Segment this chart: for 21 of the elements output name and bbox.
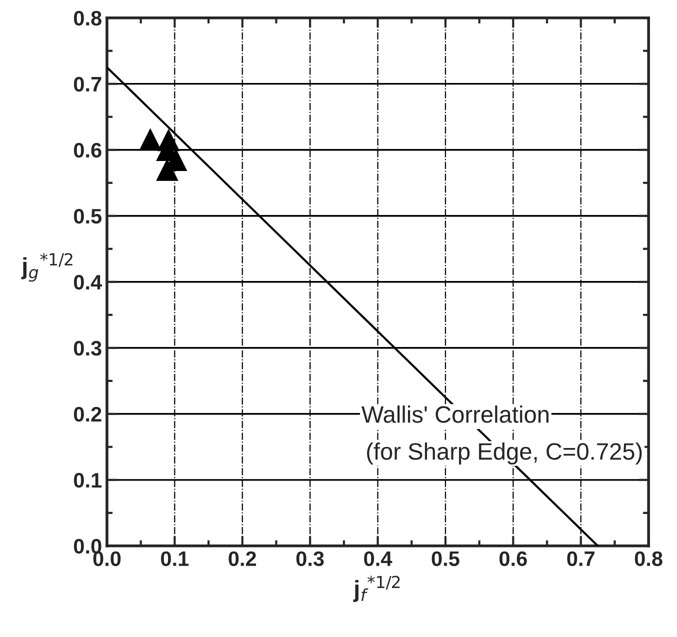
y-tick-label: 0.5 <box>74 208 102 224</box>
point <box>139 128 162 150</box>
x-tick-label: 0.2 <box>228 551 256 566</box>
y-tick-label: 0.6 <box>74 142 102 158</box>
x-tick-label: 0.3 <box>296 551 324 566</box>
x-tick-label: 0.1 <box>161 551 189 566</box>
x-tick-label: 0.7 <box>567 551 594 566</box>
y-tick-label: 0.7 <box>74 76 102 92</box>
x-tick-label: 0.4 <box>364 551 392 566</box>
y-tick-label: 0.1 <box>74 472 102 488</box>
y-tick-label: 0.2 <box>74 406 102 422</box>
y-tick-label: 0.8 <box>74 10 102 26</box>
y-tick-label: 0.3 <box>74 340 102 356</box>
x-tick-label: 0.8 <box>634 551 662 566</box>
annotation: (for Sharp Edge, C=0.725) <box>367 442 642 464</box>
y-tick-label: 0.4 <box>74 274 102 290</box>
x-tick-label: 0.5 <box>432 551 460 566</box>
x-axis-title: j$_{f}$$^{*1/2}$ <box>353 576 400 602</box>
x-tick-label: 0.6 <box>500 551 527 566</box>
annotation: Wallis' Correlation <box>361 406 548 423</box>
y-axis-title: j$_{g}$$^{*1/2}$ <box>21 253 72 282</box>
